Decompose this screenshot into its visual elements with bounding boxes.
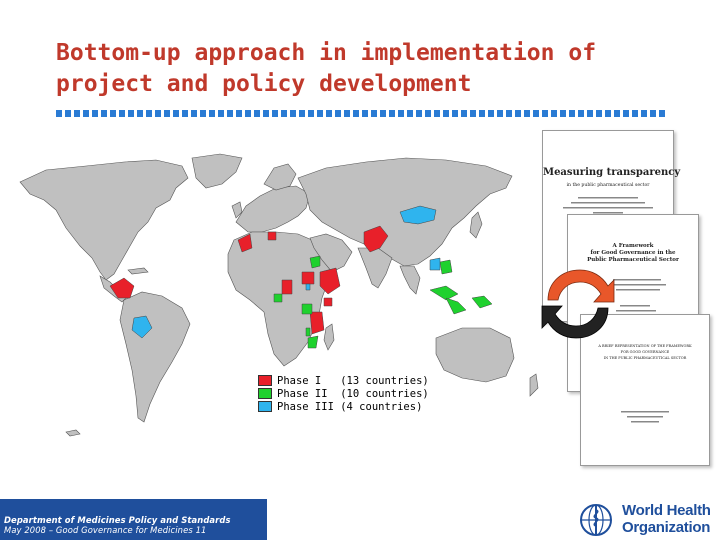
phase-3-countries	[131, 205, 441, 339]
doc3-title-line-3: IN THE PUBLIC PHARMACEUTICAL SECTOR	[603, 356, 687, 360]
map-legend: Phase I (13 countries) Phase II (10 coun…	[258, 374, 429, 413]
slide-title: Bottom-up approach in implementation of …	[56, 38, 676, 100]
doc3-title-line-2: FOR GOOD GOVERNANCE	[620, 350, 670, 354]
who-wordmark-line-1: World Health	[622, 502, 711, 519]
doc2-title-line-3: Public Pharmaceutical Sector	[587, 257, 679, 263]
who-emblem-icon	[580, 504, 612, 536]
phase-2-countries	[273, 255, 493, 349]
dotted-divider	[56, 110, 666, 119]
legend-item-phase-3: Phase III (4 countries)	[258, 400, 429, 413]
legend-swatch-phase-3	[258, 401, 272, 412]
legend-swatch-phase-2	[258, 388, 272, 399]
who-wordmark-line-2: Organization	[622, 519, 711, 536]
legend-swatch-phase-1	[258, 375, 272, 386]
legend-label-phase-1: Phase I (13 countries)	[277, 374, 429, 387]
phase-1-countries	[109, 225, 389, 335]
world-map	[19, 153, 539, 437]
doc1-text-lines	[543, 195, 673, 216]
document-brief-representation: A BRIEF REPRESENTATION OF THE FRAMEWORK …	[580, 314, 710, 466]
footer-blue-panel	[0, 499, 267, 540]
doc3-title-line-1: A BRIEF REPRESENTATION OF THE FRAMEWORK	[598, 344, 692, 348]
slide-title-line-1: Bottom-up approach in implementation of	[56, 40, 597, 66]
slide-title-line-2: project and policy development	[56, 71, 472, 97]
legend-label-phase-2: Phase II (10 countries)	[277, 387, 429, 400]
cycle-arrows-icon	[541, 269, 615, 339]
doc1-title: Measuring transparency	[543, 167, 681, 178]
legend-item-phase-1: Phase I (13 countries)	[258, 374, 429, 387]
footer-department: Department of Medicines Policy and Stand…	[4, 515, 231, 525]
doc1-subtitle: in the public pharmaceutical sector	[566, 183, 650, 188]
legend-item-phase-2: Phase II (10 countries)	[258, 387, 429, 400]
doc2-placeholder-lines	[610, 279, 666, 312]
doc3-title: A BRIEF REPRESENTATION OF THE FRAMEWORK …	[581, 343, 709, 361]
legend-label-phase-3: Phase III (4 countries)	[277, 400, 423, 413]
doc1-placeholder-lines	[563, 197, 653, 214]
footer-text: Department of Medicines Policy and Stand…	[4, 515, 231, 535]
footer-date-line: May 2008 – Good Governance for Medicines…	[4, 525, 207, 535]
doc2-title-line-1: A Framework	[612, 243, 654, 249]
doc2-title-line-2: for Good Governance in the	[590, 250, 676, 256]
doc3-placeholder-lines	[621, 411, 669, 423]
who-wordmark: World Health Organization	[622, 502, 711, 536]
document-thumbnails: Measuring transparency in the public pha…	[535, 130, 720, 470]
doc2-title: A Framework for Good Governance in the P…	[568, 243, 698, 264]
